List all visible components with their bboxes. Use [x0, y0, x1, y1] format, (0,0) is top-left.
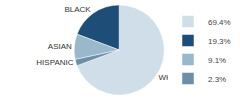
svg-text:2.3%: 2.3% [208, 75, 226, 84]
svg-text:BLACK: BLACK [64, 5, 91, 14]
svg-text:69.4%: 69.4% [208, 18, 231, 27]
svg-text:ASIAN: ASIAN [48, 42, 72, 51]
svg-text:19.3%: 19.3% [208, 37, 231, 46]
svg-text:HISPANIC: HISPANIC [36, 58, 73, 67]
svg-text:9.1%: 9.1% [208, 56, 226, 65]
